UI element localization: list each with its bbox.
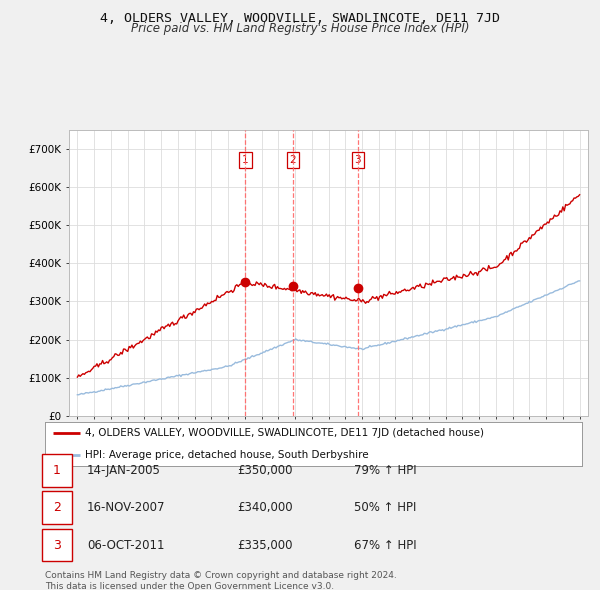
Text: Contains HM Land Registry data © Crown copyright and database right 2024.
This d: Contains HM Land Registry data © Crown c… <box>45 571 397 590</box>
Text: 2: 2 <box>290 155 296 165</box>
Text: 14-JAN-2005: 14-JAN-2005 <box>87 464 161 477</box>
Text: 3: 3 <box>355 155 361 165</box>
Text: £335,000: £335,000 <box>237 539 293 552</box>
Text: 16-NOV-2007: 16-NOV-2007 <box>87 502 166 514</box>
Text: 4, OLDERS VALLEY, WOODVILLE, SWADLINCOTE, DE11 7JD: 4, OLDERS VALLEY, WOODVILLE, SWADLINCOTE… <box>100 12 500 25</box>
Text: 67% ↑ HPI: 67% ↑ HPI <box>354 539 416 552</box>
Text: HPI: Average price, detached house, South Derbyshire: HPI: Average price, detached house, Sout… <box>85 450 369 460</box>
Text: 06-OCT-2011: 06-OCT-2011 <box>87 539 164 552</box>
Text: 1: 1 <box>242 155 249 165</box>
Text: £340,000: £340,000 <box>237 502 293 514</box>
Text: 50% ↑ HPI: 50% ↑ HPI <box>354 502 416 514</box>
Text: 4, OLDERS VALLEY, WOODVILLE, SWADLINCOTE, DE11 7JD (detached house): 4, OLDERS VALLEY, WOODVILLE, SWADLINCOTE… <box>85 428 484 438</box>
Text: 3: 3 <box>53 539 61 552</box>
Text: 2: 2 <box>53 502 61 514</box>
Text: £350,000: £350,000 <box>237 464 293 477</box>
Text: Price paid vs. HM Land Registry's House Price Index (HPI): Price paid vs. HM Land Registry's House … <box>131 22 469 35</box>
Text: 1: 1 <box>53 464 61 477</box>
Text: 79% ↑ HPI: 79% ↑ HPI <box>354 464 416 477</box>
